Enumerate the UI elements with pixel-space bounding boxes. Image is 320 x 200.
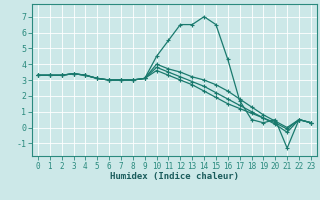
X-axis label: Humidex (Indice chaleur): Humidex (Indice chaleur): [110, 172, 239, 181]
